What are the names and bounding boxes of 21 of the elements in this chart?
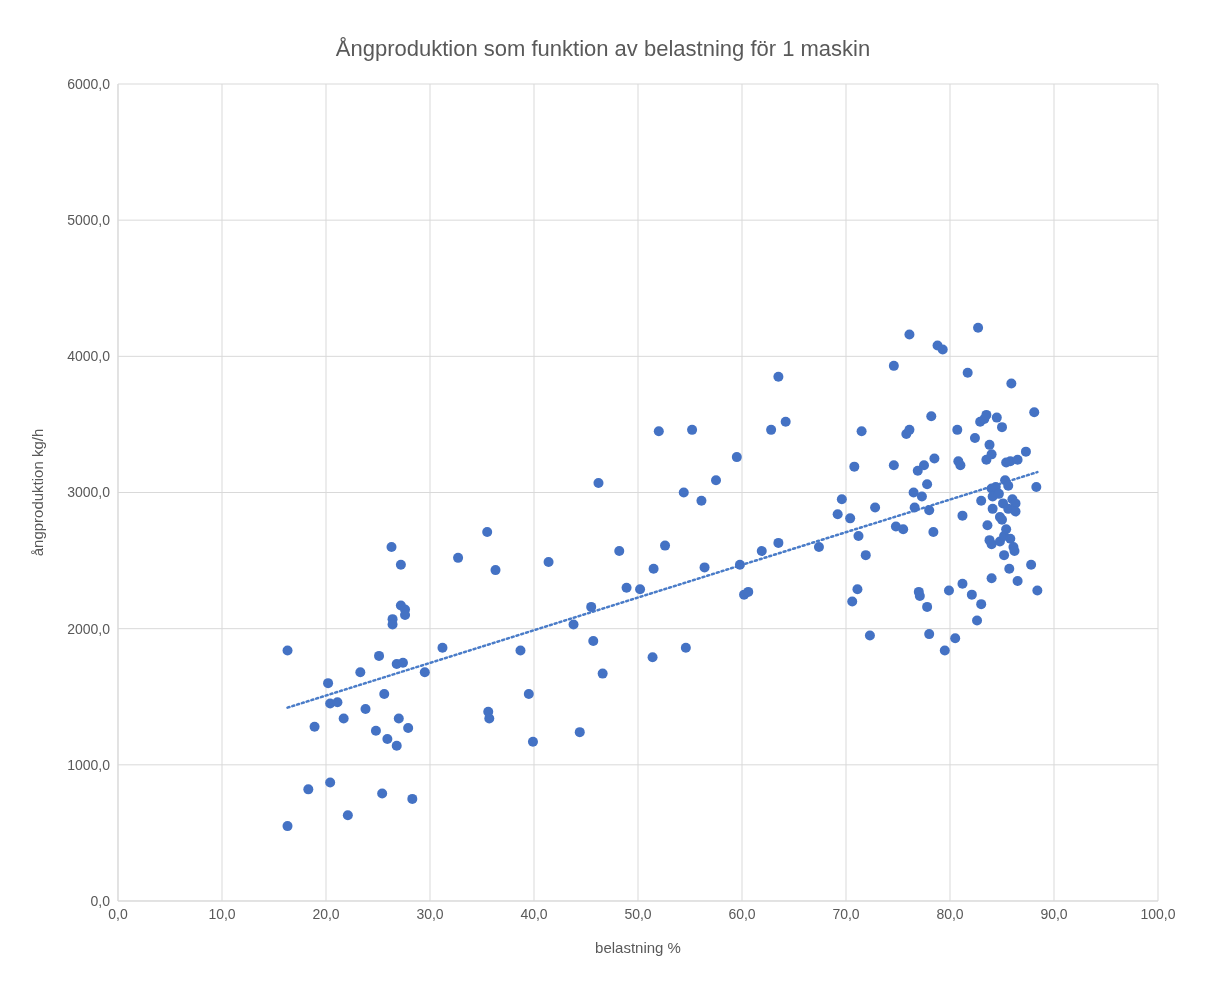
chart-title: Ångproduktion som funktion av belastning för 1 maskin <box>334 35 872 63</box>
x-tick-label: 20,0 <box>312 905 340 922</box>
x-tick-label: 10,0 <box>208 905 236 922</box>
y-tick-label: 2000,0 <box>67 620 111 637</box>
x-tick-label: 30,0 <box>416 905 444 922</box>
y-tick-label: 5000,0 <box>67 212 111 229</box>
y-axis-title: ångproduktion kg/h <box>29 428 47 557</box>
x-axis-title: belastning % <box>595 939 681 956</box>
x-tick-label: 90,0 <box>1040 905 1068 922</box>
y-tick-label: 4000,0 <box>67 348 111 365</box>
x-tick-label: 100,0 <box>1140 905 1176 922</box>
x-tick-label: 40,0 <box>520 905 548 922</box>
y-tick-label: 0,0 <box>90 892 111 909</box>
x-tick-label: 80,0 <box>936 905 964 922</box>
y-tick-label: 3000,0 <box>67 484 111 501</box>
x-tick-label: 50,0 <box>624 905 652 922</box>
y-tick-label: 6000,0 <box>67 75 111 92</box>
x-tick-label: 60,0 <box>728 905 756 922</box>
x-tick-label: 0,0 <box>108 905 128 922</box>
x-tick-label: 70,0 <box>832 905 860 922</box>
y-tick-label: 1000,0 <box>67 756 111 773</box>
